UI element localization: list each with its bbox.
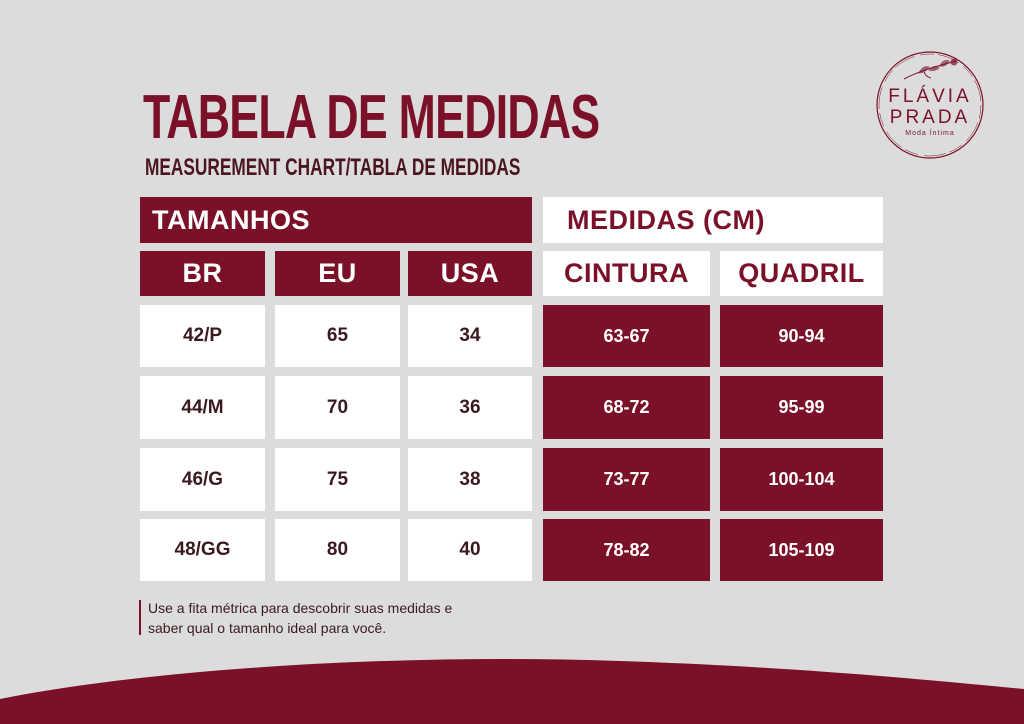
table-cell-eu: 80	[275, 519, 400, 581]
column-header-waist-label: CINTURA	[564, 258, 689, 288]
page-subtitle: MEASUREMENT CHART/TABLA DE MEDIDAS	[145, 154, 521, 181]
table-cell-hip: 105-109	[720, 519, 883, 581]
column-header-usa: USA	[408, 251, 532, 296]
sizes-group-header: TAMANHOS	[140, 197, 532, 243]
table-cell-usa: 36	[408, 376, 532, 439]
note-accent-bar	[139, 600, 141, 635]
table-cell-br: 44/M	[140, 376, 265, 439]
cell-value: 63-67	[603, 325, 650, 346]
table-cell-eu: 65	[275, 305, 400, 367]
cell-value: 70	[326, 396, 349, 418]
table-cell-waist: 78-82	[543, 519, 710, 581]
column-header-eu-label: EU	[318, 258, 357, 288]
brand-logo: FLÁVIA PRADA Moda Íntima	[874, 49, 986, 161]
bottom-wave-decoration	[0, 658, 1024, 724]
table-cell-hip: 95-99	[720, 376, 883, 439]
cell-value: 80	[326, 539, 349, 560]
page-title: TABELA DE MEDIDAS	[143, 83, 600, 152]
table-cell-hip: 90-94	[720, 305, 883, 367]
column-header-waist: CINTURA	[543, 251, 710, 296]
cell-value: 105-109	[768, 539, 835, 560]
table-cell-eu: 75	[275, 448, 400, 511]
cell-value: 95-99	[778, 397, 825, 417]
cell-value: 40	[459, 539, 481, 560]
table-cell-waist: 63-67	[543, 305, 710, 367]
note-line-2: saber qual o tamanho ideal para você.	[148, 620, 387, 636]
table-cell-br: 42/P	[140, 305, 265, 367]
cell-value: 75	[326, 468, 349, 490]
cell-value: 65	[326, 325, 349, 346]
cell-value: 100-104	[768, 469, 835, 489]
table-cell-br: 48/GG	[140, 519, 265, 581]
measuring-note: Use a fita métrica para descobrir suas m…	[148, 598, 568, 638]
column-header-hip-label: QUADRIL	[738, 258, 865, 288]
table-cell-waist: 68-72	[543, 376, 710, 439]
note-line-1: Use a fita métrica para descobrir suas m…	[148, 600, 453, 616]
cell-value: 78-82	[603, 539, 650, 560]
logo-line-1: FLÁVIA	[888, 86, 972, 107]
flower-branch-icon	[903, 58, 958, 80]
cell-value: 46/G	[181, 468, 224, 490]
cell-value: 68-72	[603, 397, 650, 417]
cell-value: 48/GG	[174, 539, 231, 560]
table-cell-hip: 100-104	[720, 448, 883, 511]
measures-group-label: MEDIDAS (CM)	[567, 204, 765, 235]
table-cell-usa: 40	[408, 519, 532, 581]
sizes-group-label: TAMANHOS	[152, 204, 310, 235]
cell-value: 38	[459, 468, 481, 490]
column-header-usa-label: USA	[440, 258, 500, 288]
table-cell-eu: 70	[275, 376, 400, 439]
table-cell-br: 46/G	[140, 448, 265, 511]
cell-value: 90-94	[778, 325, 825, 346]
table-cell-waist: 73-77	[543, 448, 710, 511]
cell-value: 36	[459, 396, 481, 418]
measures-group-header: MEDIDAS (CM)	[543, 197, 883, 243]
cell-value: 34	[459, 325, 481, 346]
cell-value: 42/P	[182, 325, 223, 346]
column-header-hip: QUADRIL	[720, 251, 883, 296]
logo-line-2: PRADA	[889, 107, 971, 128]
table-cell-usa: 34	[408, 305, 532, 367]
table-cell-usa: 38	[408, 448, 532, 511]
cell-value: 44/M	[181, 396, 224, 418]
cell-value: 73-77	[603, 469, 650, 489]
logo-ring-icon	[876, 51, 984, 159]
column-header-br-label: BR	[182, 258, 223, 288]
column-header-eu: EU	[275, 251, 400, 296]
column-header-br: BR	[140, 251, 265, 296]
logo-tagline: Moda Íntima	[905, 130, 955, 137]
